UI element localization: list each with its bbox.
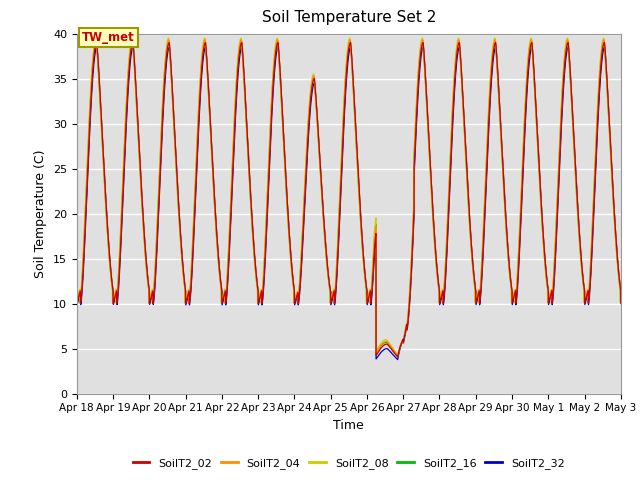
SoilT2_02 xyxy=(565,53,573,59)
SoilT2_16 xyxy=(566,60,573,66)
SoilT2_16 xyxy=(402,324,410,330)
SoilT2_32 xyxy=(402,327,410,333)
SoilT2_02 xyxy=(412,137,419,143)
Legend: SoilT2_02, SoilT2_04, SoilT2_08, SoilT2_16, SoilT2_32: SoilT2_02, SoilT2_04, SoilT2_08, SoilT2_… xyxy=(129,453,569,473)
SoilT2_32 xyxy=(412,141,419,146)
SoilT2_08 xyxy=(412,119,419,125)
Line: SoilT2_16: SoilT2_16 xyxy=(77,41,621,356)
SoilT2_04 xyxy=(225,247,233,252)
SoilT2_08 xyxy=(419,35,426,41)
SoilT2_04 xyxy=(566,57,573,63)
SoilT2_04 xyxy=(402,324,410,330)
SoilT2_02 xyxy=(225,257,232,263)
SoilT2_32 xyxy=(394,357,401,362)
SoilT2_02 xyxy=(617,287,625,293)
SoilT2_32 xyxy=(566,57,573,62)
Line: SoilT2_02: SoilT2_02 xyxy=(77,43,621,357)
SoilT2_02 xyxy=(402,326,410,332)
SoilT2_08 xyxy=(73,297,81,303)
Text: TW_met: TW_met xyxy=(82,31,135,44)
Line: SoilT2_04: SoilT2_04 xyxy=(77,40,621,356)
SoilT2_04 xyxy=(394,353,402,359)
SoilT2_02 xyxy=(189,238,197,244)
SoilT2_32 xyxy=(189,241,197,247)
SoilT2_04 xyxy=(617,300,625,305)
X-axis label: Time: Time xyxy=(333,419,364,432)
SoilT2_16 xyxy=(189,225,197,230)
SoilT2_16 xyxy=(73,299,81,304)
Line: SoilT2_08: SoilT2_08 xyxy=(77,38,621,355)
SoilT2_04 xyxy=(93,37,100,43)
SoilT2_08 xyxy=(189,222,197,228)
SoilT2_08 xyxy=(225,241,232,247)
SoilT2_16 xyxy=(129,38,136,44)
SoilT2_02 xyxy=(394,354,401,360)
SoilT2_08 xyxy=(617,298,625,303)
SoilT2_32 xyxy=(166,44,173,50)
SoilT2_04 xyxy=(189,227,197,233)
Y-axis label: Soil Temperature (C): Soil Temperature (C) xyxy=(35,149,47,278)
SoilT2_08 xyxy=(402,324,410,330)
SoilT2_08 xyxy=(394,352,402,358)
SoilT2_32 xyxy=(225,259,233,265)
SoilT2_16 xyxy=(225,244,233,250)
SoilT2_16 xyxy=(394,353,401,359)
SoilT2_02 xyxy=(617,300,625,306)
SoilT2_08 xyxy=(617,297,625,303)
SoilT2_02 xyxy=(73,300,81,306)
SoilT2_32 xyxy=(73,288,81,294)
SoilT2_16 xyxy=(412,123,419,129)
SoilT2_02 xyxy=(600,40,608,46)
SoilT2_16 xyxy=(617,299,625,305)
SoilT2_04 xyxy=(617,299,625,305)
SoilT2_04 xyxy=(73,299,81,305)
Line: SoilT2_32: SoilT2_32 xyxy=(77,47,621,360)
Title: Soil Temperature Set 2: Soil Temperature Set 2 xyxy=(262,11,436,25)
SoilT2_08 xyxy=(566,61,573,67)
SoilT2_04 xyxy=(412,125,419,131)
SoilT2_32 xyxy=(617,287,625,293)
SoilT2_32 xyxy=(617,288,625,294)
SoilT2_16 xyxy=(617,299,625,304)
